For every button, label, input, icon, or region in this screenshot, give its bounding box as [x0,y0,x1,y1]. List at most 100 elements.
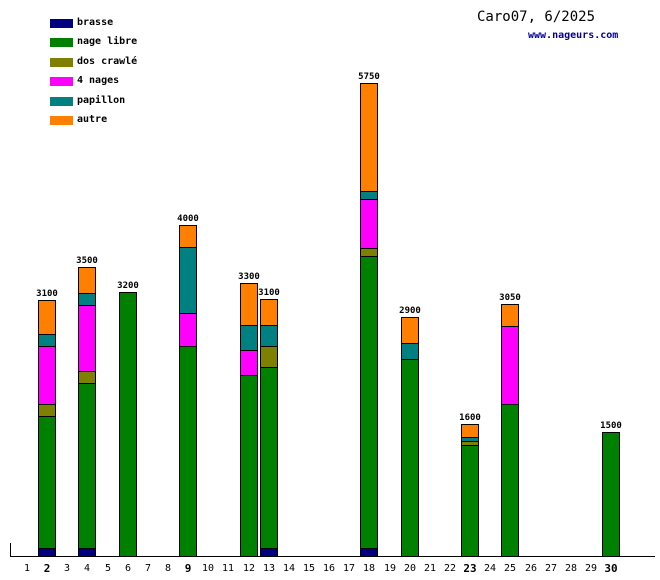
bar-segment-nage-libre [402,359,418,556]
day-label-27: 27 [544,563,558,574]
bar-segment-nage-libre [120,293,136,556]
bar-segment-papillon [361,191,377,199]
y-axis-tick [10,543,11,557]
legend-label: brasse [77,17,114,28]
bar-total-label: 3200 [117,281,139,291]
bar-day-4 [78,267,96,557]
day-label-13: 13 [262,563,276,574]
bar-segment-nage-libre [462,445,478,556]
bar-day-20 [401,317,419,557]
day-label-25: 25 [503,563,517,574]
bar-segment-autre [502,305,518,326]
bar-total-label: 2900 [399,306,421,316]
bar-total-label: 3300 [238,272,260,282]
legend-label: 4 nages [77,75,120,87]
day-label-9: 9 [184,562,192,575]
day-label-10: 10 [201,563,215,574]
day-label-30: 30 [604,562,618,575]
legend-label: papillon [77,94,126,106]
bar-segment-autre [462,425,478,437]
legend-swatch-icon [50,116,73,125]
day-label-8: 8 [164,563,172,574]
bar-segment-papillon [241,325,257,350]
bar-day-30 [602,432,620,557]
legend-swatch-icon [50,38,73,48]
bar-total-label: 3500 [76,256,98,266]
bar-segment-brasse [39,548,55,556]
bar-day-2 [38,300,56,557]
bar-segment-autre [241,284,257,325]
bar-segment-brasse [361,548,377,556]
day-label-5: 5 [104,563,112,574]
bar-day-9 [179,225,197,557]
x-axis-line [10,556,655,557]
legend-label: nage libre [77,36,138,48]
bar-segment-papillon [79,293,95,305]
legend-swatch-icon [50,77,73,87]
bar-segment-4-nages [361,199,377,248]
bar-segment-nage-libre [361,256,377,548]
bar-segment-4-nages [180,313,196,346]
day-label-12: 12 [242,563,256,574]
website-link[interactable]: www.nageurs.com [528,30,619,41]
bar-segment-autre [39,301,55,334]
bar-segment-dos-crawlé [39,404,55,416]
bar-segment-nage-libre [241,375,257,556]
bar-segment-4-nages [502,326,518,404]
bar-segment-nage-libre [180,346,196,556]
bar-day-18 [360,83,378,557]
bar-segment-autre [79,268,95,293]
day-label-18: 18 [362,563,376,574]
bar-segment-nage-libre [79,383,95,548]
legend-swatch-icon [50,96,73,106]
bar-segment-papillon [180,247,196,313]
bar-segment-nage-libre [502,404,518,556]
day-label-23: 23 [463,562,477,575]
legend-label: dos crawlé [77,55,138,67]
bar-segment-papillon [39,334,55,346]
day-label-22: 22 [443,563,457,574]
legend-label: autre [77,114,108,125]
bar-segment-brasse [261,548,277,556]
day-label-7: 7 [144,563,152,574]
day-label-21: 21 [423,563,437,574]
bar-segment-4-nages [39,346,55,404]
bar-segment-nage-libre [39,416,55,548]
day-label-29: 29 [584,563,598,574]
bar-segment-papillon [402,343,418,359]
bar-total-label: 3100 [36,289,58,299]
bar-segment-autre [261,300,277,325]
day-label-2: 2 [43,562,51,575]
bar-segment-nage-libre [261,367,277,548]
day-label-14: 14 [282,563,296,574]
bar-segment-autre [402,318,418,343]
day-label-16: 16 [322,563,336,574]
bar-total-label: 4000 [177,214,199,224]
bar-day-13 [260,299,278,557]
day-label-26: 26 [524,563,538,574]
bar-segment-dos-crawlé [361,248,377,256]
bar-day-25 [501,304,519,557]
bar-total-label: 1500 [600,421,622,431]
bar-total-label: 5750 [358,72,380,82]
chart-title: Caro07, 6/2025 [477,9,596,25]
bar-segment-papillon [261,325,277,346]
bar-segment-nage-libre [603,433,619,556]
bar-segment-papillon [462,437,478,441]
day-label-20: 20 [403,563,417,574]
day-label-1: 1 [23,563,31,574]
bar-day-23 [461,424,479,557]
day-label-15: 15 [302,563,316,574]
legend-swatch-icon [50,19,73,28]
bar-segment-dos-crawlé [462,441,478,445]
day-label-4: 4 [83,563,91,574]
bar-total-label: 3100 [258,288,280,298]
bar-day-6 [119,292,137,557]
bar-day-12 [240,283,258,557]
bar-segment-autre [361,84,377,191]
bar-segment-autre [180,226,196,247]
day-label-19: 19 [383,563,397,574]
day-label-6: 6 [124,563,132,574]
bar-total-label: 3050 [499,293,521,303]
